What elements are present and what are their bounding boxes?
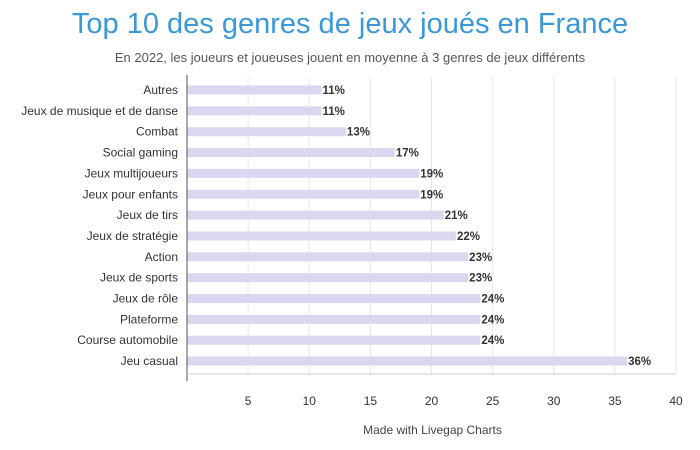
bar: [187, 252, 469, 262]
credit-text: Made with Livegap Charts: [363, 423, 502, 437]
value-label: 21%: [445, 210, 468, 222]
x-tick-label: 5: [245, 394, 252, 408]
category-label: Jeux pour enfants: [83, 187, 178, 201]
x-tick-label: 15: [364, 394, 378, 408]
category-label: Jeux de rôle: [113, 292, 179, 306]
category-label: Jeux de musique et de danse: [21, 104, 178, 118]
x-tick-label: 40: [669, 394, 683, 408]
chart-title: Top 10 des genres de jeux joués en Franc…: [71, 8, 629, 40]
bar: [187, 231, 456, 241]
category-label: Combat: [136, 125, 179, 139]
value-label: 19%: [420, 168, 443, 180]
category-label: Plateforme: [120, 312, 178, 326]
category-label: Jeux multijoueurs: [85, 166, 178, 180]
x-tick-label: 20: [425, 394, 439, 408]
value-label: 11%: [322, 85, 344, 97]
value-label: 17%: [396, 148, 419, 160]
bar: [187, 189, 420, 199]
x-tick-label: 25: [486, 394, 500, 408]
category-label: Jeux de sports: [100, 271, 178, 285]
value-label: 13%: [347, 127, 370, 139]
value-label: 24%: [481, 294, 504, 306]
bar: [187, 127, 346, 137]
bar: [187, 335, 481, 345]
category-label: Course automobile: [77, 333, 178, 347]
value-label: 23%: [469, 252, 492, 264]
chart-subtitle: En 2022, les joueurs et joueuses jouent …: [114, 50, 586, 65]
bar: [187, 168, 420, 178]
value-label: 24%: [481, 314, 504, 326]
bar: [187, 356, 628, 366]
category-label: Jeux de tirs: [117, 208, 178, 222]
value-label: 11%: [322, 106, 344, 118]
value-label: 22%: [457, 231, 480, 243]
x-tick-label: 30: [547, 394, 561, 408]
value-label: 19%: [420, 189, 443, 201]
category-label: Autres: [143, 83, 178, 97]
category-label: Jeux de stratégie: [87, 229, 179, 243]
bar: [187, 273, 469, 283]
category-label: Action: [145, 250, 178, 264]
bar: [187, 106, 322, 116]
category-label: Social gaming: [103, 146, 178, 160]
bar: [187, 294, 481, 303]
bar: [187, 314, 481, 324]
value-label: 24%: [481, 335, 504, 347]
bar: [187, 210, 444, 220]
value-label: 23%: [469, 273, 492, 285]
x-tick-label: 35: [608, 394, 622, 408]
bar: [187, 85, 322, 95]
value-label: 36%: [628, 356, 651, 368]
bar: [187, 148, 395, 158]
category-label: Jeu casual: [121, 354, 178, 368]
x-tick-label: 10: [303, 394, 317, 408]
